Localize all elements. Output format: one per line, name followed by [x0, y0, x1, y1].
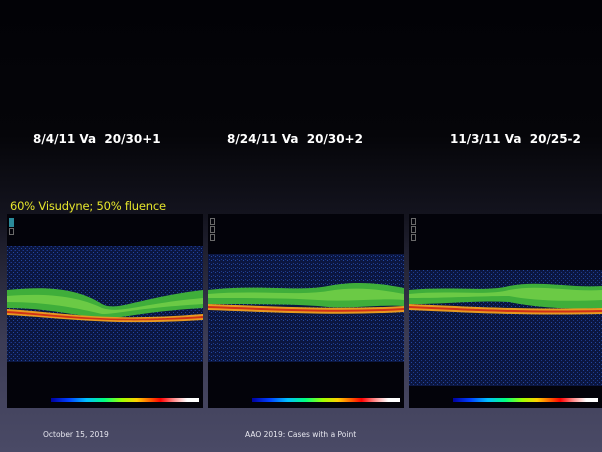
date-label-1: 8/4/11 Va 20/30+1: [33, 132, 161, 146]
oct-image: [7, 246, 203, 362]
scale-indicator-icon: [210, 218, 216, 242]
date-label-3: 11/3/11 Va 20/25-2: [450, 132, 581, 146]
oct-image: [409, 270, 602, 386]
footer-date: October 15, 2019: [43, 430, 109, 439]
oct-scan-panel-2: [208, 214, 404, 408]
date-label-2: 8/24/11 Va 20/30+2: [227, 132, 363, 146]
oct-scan-panel-3: [409, 214, 602, 408]
treatment-note: 60% Visudyne; 50% fluence: [10, 199, 166, 213]
oct-image: [208, 254, 404, 362]
scale-indicator-icon: [411, 218, 417, 242]
oct-scan-panel-1: [7, 214, 203, 408]
color-scale-bar: [51, 398, 199, 402]
color-scale-bar: [453, 398, 598, 402]
scale-indicator-icon: [9, 218, 15, 236]
footer-conference: AAO 2019: Cases with a Point: [245, 430, 357, 439]
color-scale-bar: [252, 398, 400, 402]
